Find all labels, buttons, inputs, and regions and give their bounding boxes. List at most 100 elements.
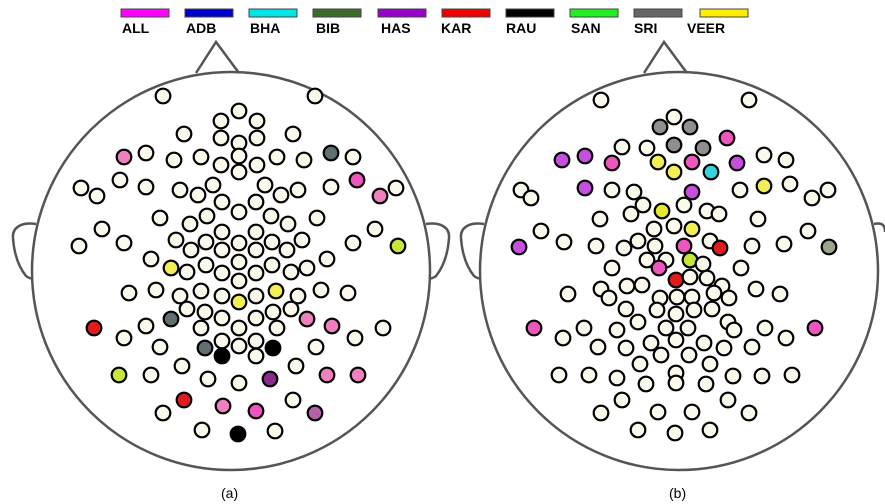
electrode-a-115 xyxy=(199,370,217,388)
electrode-a-69 xyxy=(178,263,196,281)
electrode-b-12 xyxy=(755,146,773,164)
electrode-a-117 xyxy=(230,374,248,392)
electrode-b-116 xyxy=(697,375,715,393)
electrode-a-87 xyxy=(264,303,282,321)
electrode-a-102 xyxy=(213,332,231,350)
legend-label-rau: RAU xyxy=(506,20,536,36)
electrode-a-76 xyxy=(171,287,189,305)
electrode-b-35 xyxy=(591,210,609,228)
legend-item-adb: ADB xyxy=(184,8,234,36)
electrode-b-19 xyxy=(702,163,720,181)
electrode-b-51 xyxy=(820,238,838,256)
electrode-a-110 xyxy=(247,347,265,365)
electrode-b-94 xyxy=(667,331,685,349)
electrode-a-19 xyxy=(212,156,230,174)
legend-label-bha: BHA xyxy=(250,20,280,36)
electrode-b-29 xyxy=(803,189,821,207)
electrode-b-9 xyxy=(694,139,712,157)
head-map-b: (b) xyxy=(459,39,885,501)
legend-swatch-kar xyxy=(441,8,491,18)
legend-item-has: HAS xyxy=(377,8,427,36)
electrode-b-41 xyxy=(683,220,701,238)
electrode-b-60 xyxy=(603,259,621,277)
electrode-a-93 xyxy=(162,310,180,328)
electrode-a-127 xyxy=(229,425,247,443)
caption-a: (a) xyxy=(221,485,238,501)
electrode-b-62 xyxy=(618,277,636,295)
electrode-b-8 xyxy=(665,136,683,154)
electrode-b-36 xyxy=(622,205,640,223)
legend-swatch-rau xyxy=(505,8,555,18)
electrode-b-73 xyxy=(559,285,577,303)
electrode-a-38 xyxy=(230,203,248,221)
electrode-a-35 xyxy=(272,186,290,204)
electrode-a-88 xyxy=(282,300,300,318)
electrode-b-28 xyxy=(781,175,799,193)
legend-item-san: SAN xyxy=(569,8,619,36)
electrode-b-27 xyxy=(731,181,749,199)
electrode-b-33 xyxy=(653,202,671,220)
electrode-b-21 xyxy=(755,177,773,195)
electrode-a-80 xyxy=(312,281,330,299)
electrode-a-62 xyxy=(213,241,231,259)
electrode-b-38 xyxy=(749,210,767,228)
legend-swatch-bha xyxy=(248,8,298,18)
electrode-a-10 xyxy=(115,148,133,166)
electrode-a-60 xyxy=(182,241,200,259)
electrode-b-49 xyxy=(775,235,793,253)
legend-label-sri: SRI xyxy=(634,20,657,36)
electrode-a-81 xyxy=(339,284,357,302)
electrode-a-21 xyxy=(230,163,248,181)
electrode-a-42 xyxy=(308,209,326,227)
electrode-b-101 xyxy=(715,339,733,357)
electrode-a-58 xyxy=(142,250,160,268)
electrode-a-55 xyxy=(389,237,407,255)
electrode-b-106 xyxy=(701,355,719,373)
electrode-b-30 xyxy=(819,181,837,199)
electrode-b-40 xyxy=(645,220,663,238)
nose-b xyxy=(642,39,689,74)
electrode-a-5 xyxy=(175,125,193,143)
electrode-b-92 xyxy=(608,321,626,339)
electrode-b-121 xyxy=(683,403,701,421)
electrode-b-89 xyxy=(575,319,593,337)
electrode-b-5 xyxy=(613,138,631,156)
electrode-a-12 xyxy=(322,144,340,162)
electrode-a-119 xyxy=(349,366,367,384)
legend-item-sri: SRI xyxy=(633,8,683,36)
electrode-b-17 xyxy=(728,154,746,172)
electrode-a-3 xyxy=(212,112,230,130)
electrode-a-17 xyxy=(268,148,286,166)
electrode-b-24 xyxy=(603,181,621,199)
electrode-a-8 xyxy=(248,129,266,147)
electrode-b-44 xyxy=(532,222,550,240)
electrode-b-108 xyxy=(580,366,598,384)
electrode-a-116 xyxy=(261,370,279,388)
electrode-a-79 xyxy=(289,287,307,305)
electrode-a-68 xyxy=(263,256,281,274)
electrode-a-124 xyxy=(247,402,265,420)
electrode-a-86 xyxy=(196,303,214,321)
scalp-outline-b xyxy=(478,70,880,472)
electrode-a-73 xyxy=(230,272,248,290)
electrode-b-69 xyxy=(633,276,651,294)
electrode-a-32 xyxy=(371,187,389,205)
electrode-b-112 xyxy=(753,367,771,385)
electrode-a-34 xyxy=(189,186,207,204)
electrode-a-75 xyxy=(147,281,165,299)
electrode-a-66 xyxy=(230,253,248,271)
electrode-a-106 xyxy=(196,339,214,357)
electrode-a-37 xyxy=(247,193,265,211)
electrode-a-64 xyxy=(162,259,180,277)
electrode-b-100 xyxy=(617,339,635,357)
electrode-b-14 xyxy=(603,154,621,172)
electrode-a-77 xyxy=(192,282,210,300)
electrode-b-95 xyxy=(642,334,660,352)
electrode-b-15 xyxy=(649,153,667,171)
electrode-a-82 xyxy=(213,287,231,305)
electrode-a-84 xyxy=(230,293,248,311)
electrode-a-4 xyxy=(248,112,266,130)
legend-item-veer: VEER xyxy=(687,8,749,36)
legend-item-bha: BHA xyxy=(248,8,298,36)
electrode-b-102 xyxy=(743,338,761,356)
